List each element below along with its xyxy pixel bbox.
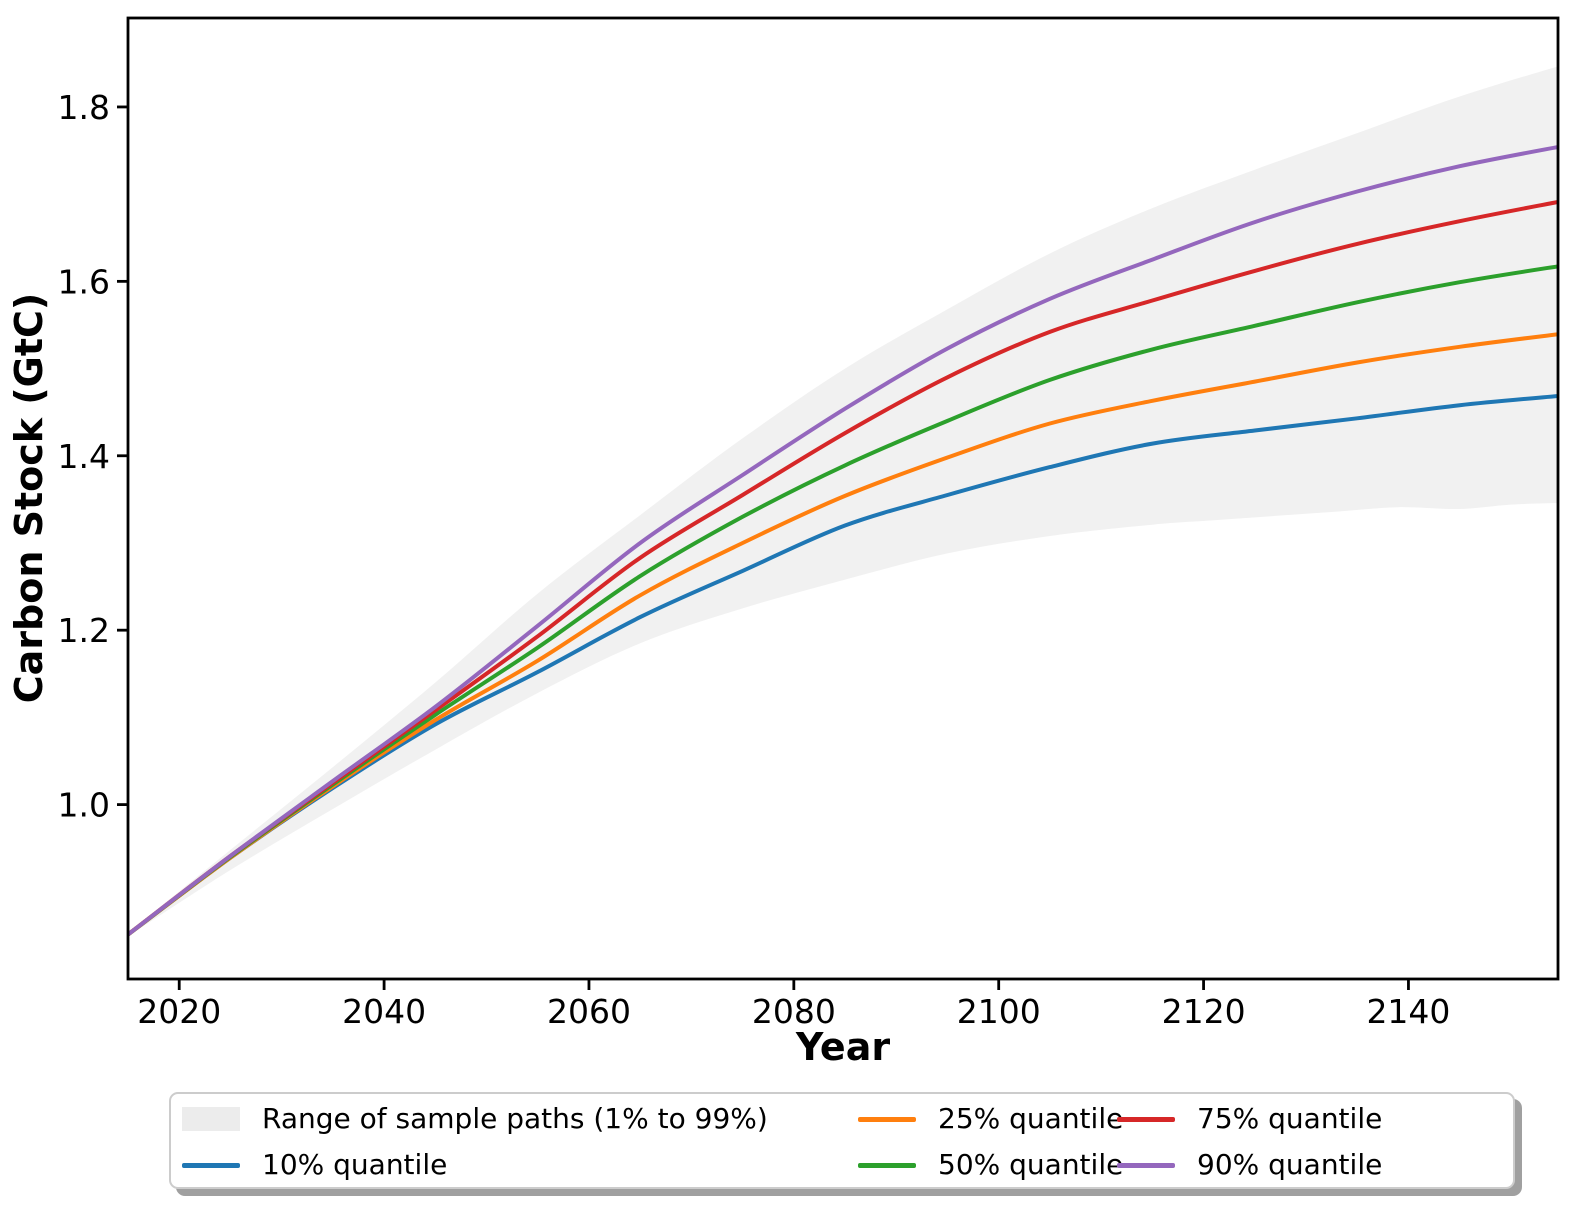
- x-tick-label-2120: 2120: [1162, 992, 1246, 1031]
- y-tick-label-1.4: 1.4: [58, 437, 110, 476]
- y-tick-label-1.0: 1.0: [58, 786, 110, 825]
- y-tick-label-1.2: 1.2: [58, 611, 110, 650]
- legend-item-q25: 25% quantile: [858, 1096, 1123, 1142]
- legend-label-q90: 90% quantile: [1197, 1148, 1383, 1181]
- legend-swatch-q10-line-icon: [182, 1162, 240, 1168]
- y-axis-ticks: 1.0 1.2 1.4 1.6 1.8: [58, 88, 128, 825]
- legend-label-q10: 10% quantile: [262, 1148, 448, 1181]
- legend-item-band: Range of sample paths (1% to 99%): [182, 1096, 768, 1142]
- y-axis-title: Carbon Stock (GtC): [7, 293, 51, 704]
- legend-swatch-q25-line-icon: [858, 1116, 916, 1122]
- quantile-line-q90: [128, 144, 1558, 937]
- legend-label-q50: 50% quantile: [938, 1148, 1124, 1181]
- x-tick-label-2140: 2140: [1366, 992, 1450, 1031]
- legend-swatch-q90-line-icon: [1117, 1162, 1175, 1168]
- legend: Range of sample paths (1% to 99%) 10% qua…: [169, 1092, 1515, 1189]
- x-tick-label-2100: 2100: [957, 992, 1041, 1031]
- x-tick-label-2060: 2060: [547, 992, 631, 1031]
- x-tick-label-2040: 2040: [342, 992, 426, 1031]
- plot-border: [126, 16, 1560, 981]
- plot-area: [128, 66, 1558, 937]
- y-tick-label-1.6: 1.6: [58, 262, 110, 301]
- legend-item-q75: 75% quantile: [1117, 1096, 1382, 1142]
- x-tick-label-2080: 2080: [752, 992, 836, 1031]
- legend-item-q50: 50% quantile: [858, 1142, 1123, 1188]
- legend-swatch-q75-line-icon: [1117, 1116, 1175, 1122]
- sample-paths-band: [128, 66, 1558, 937]
- y-tick-label-1.8: 1.8: [58, 88, 110, 127]
- legend-swatch-q50-line-icon: [858, 1162, 916, 1168]
- legend-item-q10: 10% quantile: [182, 1142, 447, 1188]
- x-axis-ticks: 2020 2040 2060 2080 2100 2120 2140: [137, 979, 1450, 1031]
- legend-item-q90: 90% quantile: [1117, 1142, 1382, 1188]
- x-axis-title: Year: [795, 1025, 890, 1069]
- legend-label-q25: 25% quantile: [938, 1102, 1124, 1135]
- legend-label-band: Range of sample paths (1% to 99%): [262, 1102, 768, 1135]
- legend-label-q75: 75% quantile: [1197, 1102, 1383, 1135]
- x-tick-label-2020: 2020: [137, 992, 221, 1031]
- legend-swatch-band-patch-icon: [182, 1107, 240, 1131]
